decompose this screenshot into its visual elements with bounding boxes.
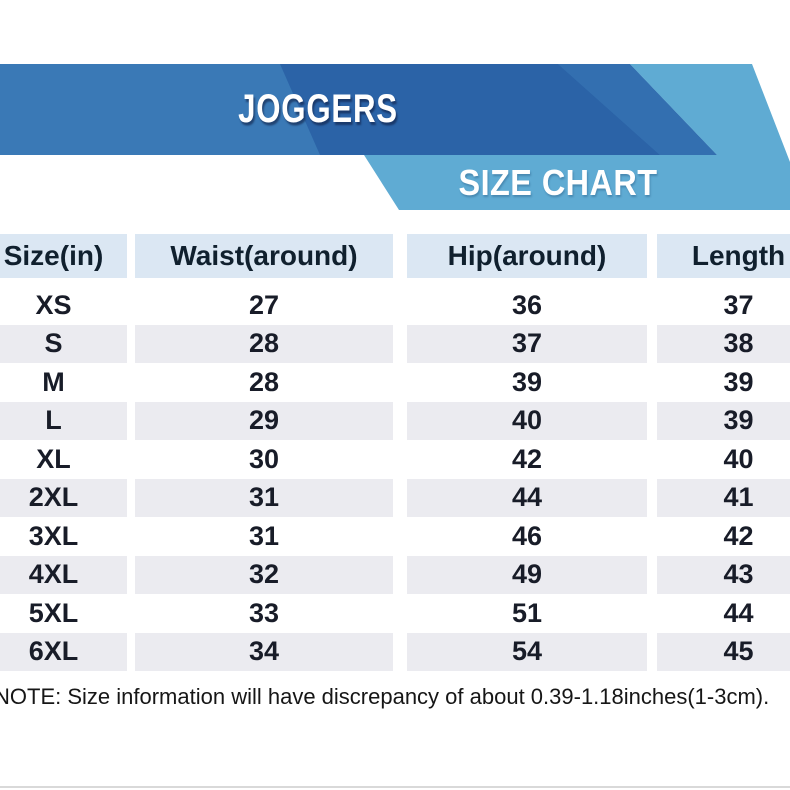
cell-waist: 30 [248,443,280,474]
column-gap [127,517,135,556]
cell-size: XL [36,443,71,474]
column-gap [127,363,135,402]
cell-size: L [0,401,127,440]
table-header-row: Size(in) Waist(around) Hip(around) Lengt… [0,234,790,278]
column-gap [127,594,135,633]
cell-hip: 44 [407,478,647,517]
column-gap [127,479,135,518]
banner-light-ribbon [364,64,790,210]
cell-waist: 27 [248,289,280,320]
column-gap [647,594,657,633]
header-size: Size(in) [0,234,127,278]
cell-length: 39 [657,401,790,440]
column-gap [127,325,135,364]
cell-waist: 31 [248,520,280,551]
column-gap [393,234,407,278]
cell-size: M [42,366,65,397]
cell-waist: 31 [135,478,393,517]
cell-size: 3XL [28,520,79,551]
column-gap [127,633,135,672]
table-row: L 29 40 39 [0,401,790,441]
column-gap [393,325,407,364]
table-row: 6XL 34 54 45 [0,632,790,672]
cell-length: 45 [657,632,790,671]
header-hip: Hip(around) [407,234,647,278]
cell-size: 4XL [0,555,127,594]
cell-hip: 39 [511,366,543,397]
banner-graphic [0,64,790,210]
table-row: XL 30 42 40 [0,440,790,479]
column-gap [393,363,407,402]
column-gap [393,556,407,595]
product-title: JOGGERS [238,87,398,131]
note-text: NOTE: Size information will have discrep… [0,684,770,709]
cell-waist: 34 [135,632,393,671]
table-row: 4XL 32 49 43 [0,555,790,595]
column-gap [393,286,407,325]
cell-hip: 54 [407,632,647,671]
cell-waist: 33 [248,597,280,628]
cell-length: 37 [723,289,754,320]
table-row: 2XL 31 44 41 [0,478,790,518]
column-gap [393,633,407,672]
column-gap [393,440,407,479]
cell-waist: 28 [248,366,280,397]
cell-size: 5XL [28,597,79,628]
cell-size: 6XL [0,632,127,671]
column-gap [127,402,135,441]
column-gap [647,286,657,325]
column-gap [393,402,407,441]
header-length: Length [657,234,790,278]
cell-length: 44 [723,597,754,628]
banner-accent-stripe [558,64,717,155]
cell-hip: 40 [407,401,647,440]
cell-length: 40 [723,443,754,474]
cell-size: S [0,324,127,363]
column-gap [393,479,407,518]
column-gap [127,556,135,595]
bottom-divider [0,786,790,788]
column-gap [127,234,135,278]
cell-hip: 36 [511,289,543,320]
cell-hip: 49 [407,555,647,594]
cell-waist: 28 [135,324,393,363]
cell-waist: 29 [135,401,393,440]
size-chart-label: SIZE CHART [458,162,658,203]
cell-length: 38 [657,324,790,363]
column-gap [647,234,657,278]
cell-length: 43 [657,555,790,594]
table-body: XS 27 36 37 S 28 37 38 M 28 39 39 L 29 40 39 XL 30 42 40 2XL… [0,286,790,671]
banner-dark-parallelogram [280,64,660,155]
column-gap [127,286,135,325]
cell-waist: 32 [135,555,393,594]
size-table: Size(in) Waist(around) Hip(around) Lengt… [0,234,790,671]
cell-length: 39 [723,366,754,397]
column-gap [393,594,407,633]
table-row: S 28 37 38 [0,324,790,364]
column-gap [647,363,657,402]
table-row: M 28 39 39 [0,363,790,402]
cell-size: 2XL [0,478,127,517]
cell-hip: 51 [511,597,543,628]
column-gap [647,517,657,556]
cell-hip: 37 [407,324,647,363]
column-gap [647,440,657,479]
column-gap [647,633,657,672]
column-gap [647,479,657,518]
cell-size: XS [35,289,72,320]
table-row: 3XL 31 46 42 [0,517,790,556]
cell-hip: 42 [511,443,543,474]
cell-length: 41 [657,478,790,517]
column-gap [647,402,657,441]
column-gap [393,517,407,556]
table-row: XS 27 36 37 [0,286,790,325]
column-gap [127,440,135,479]
table-row: 5XL 33 51 44 [0,594,790,633]
header-waist: Waist(around) [135,234,393,278]
column-gap [647,556,657,595]
cell-length: 42 [723,520,754,551]
column-gap [647,325,657,364]
cell-hip: 46 [511,520,543,551]
